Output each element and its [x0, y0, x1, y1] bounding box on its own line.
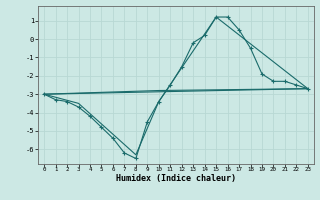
X-axis label: Humidex (Indice chaleur): Humidex (Indice chaleur)	[116, 174, 236, 183]
